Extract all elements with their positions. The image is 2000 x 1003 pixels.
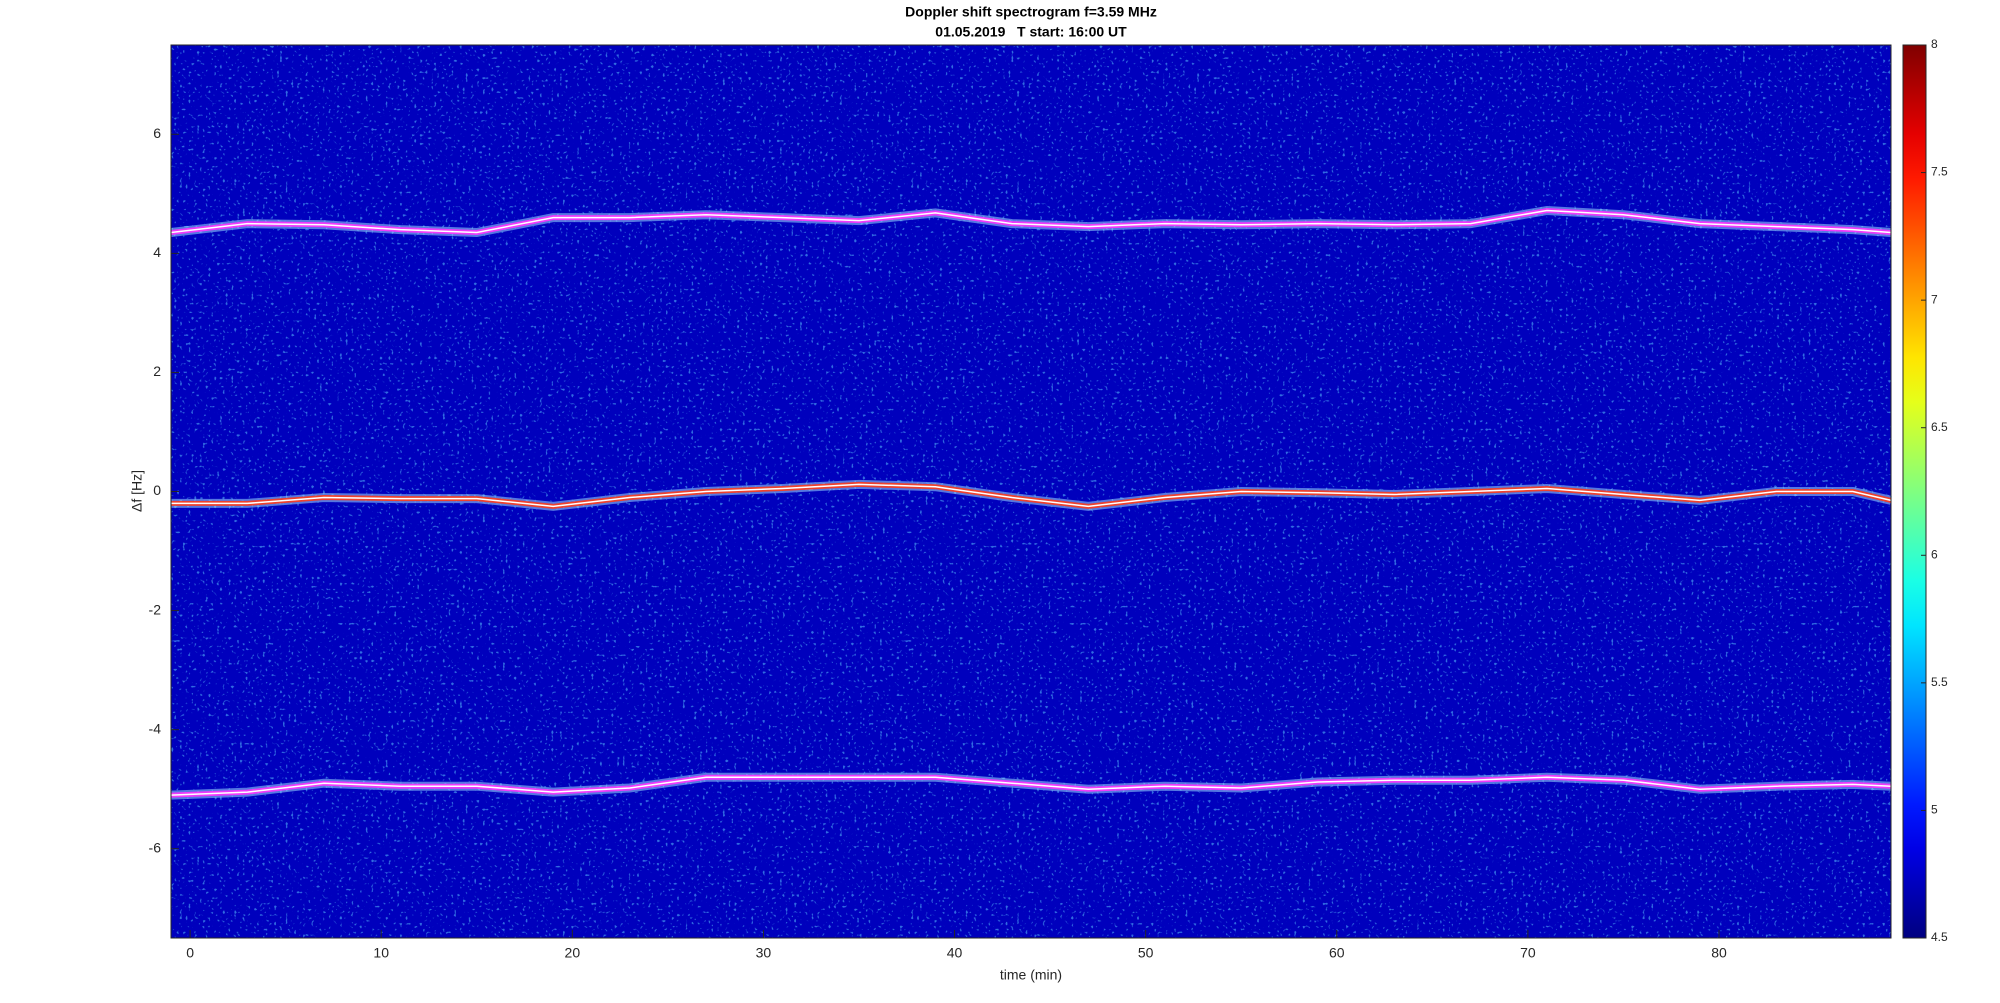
x-tick-label: 0 <box>186 945 194 961</box>
x-axis-label: time (min) <box>1000 967 1062 983</box>
x-tick-label: 40 <box>947 945 963 961</box>
x-tick-label: 50 <box>1138 945 1154 961</box>
colorbar-tick-label: 5 <box>1931 803 1938 817</box>
chart-subtitle: 01.05.2019 T start: 16:00 UT <box>935 24 1127 40</box>
x-tick-label: 60 <box>1329 945 1345 961</box>
colorbar-fill <box>1902 44 1927 939</box>
colorbar-tick-label: 8 <box>1931 37 1938 51</box>
colorbar-tick-label: 6 <box>1931 547 1938 561</box>
y-tick-label: 4 <box>153 244 161 260</box>
x-tick-label: 20 <box>565 945 581 961</box>
x-tick-label: 80 <box>1711 945 1727 961</box>
y-tick-label: -2 <box>149 601 162 617</box>
x-tick-label: 70 <box>1520 945 1536 961</box>
y-tick-label: -4 <box>149 720 162 736</box>
trace-line <box>170 209 1892 234</box>
y-axis-label: Δf [Hz] <box>129 470 145 512</box>
y-tick-label: 6 <box>153 125 161 141</box>
x-tick-label: 30 <box>756 945 772 961</box>
chart-title: Doppler shift spectrogram f=3.59 MHz <box>905 4 1157 20</box>
x-tick-label: 10 <box>373 945 389 961</box>
colorbar: 4.5 5 5.5 6 6.5 7 7.5 8 <box>1902 37 1948 944</box>
y-tick-label: 0 <box>153 482 161 498</box>
colorbar-tick-label: 7.5 <box>1931 165 1948 179</box>
colorbar-tick-label: 6.5 <box>1931 420 1948 434</box>
y-tick-label: 2 <box>153 363 161 379</box>
colorbar-tick-label: 7 <box>1931 292 1938 306</box>
colorbar-tick-label: 4.5 <box>1931 930 1948 944</box>
colorbar-tick-label: 5.5 <box>1931 675 1948 689</box>
trace-line <box>170 776 1892 796</box>
trace-line <box>171 483 1892 508</box>
y-tick-label: -6 <box>149 839 162 855</box>
